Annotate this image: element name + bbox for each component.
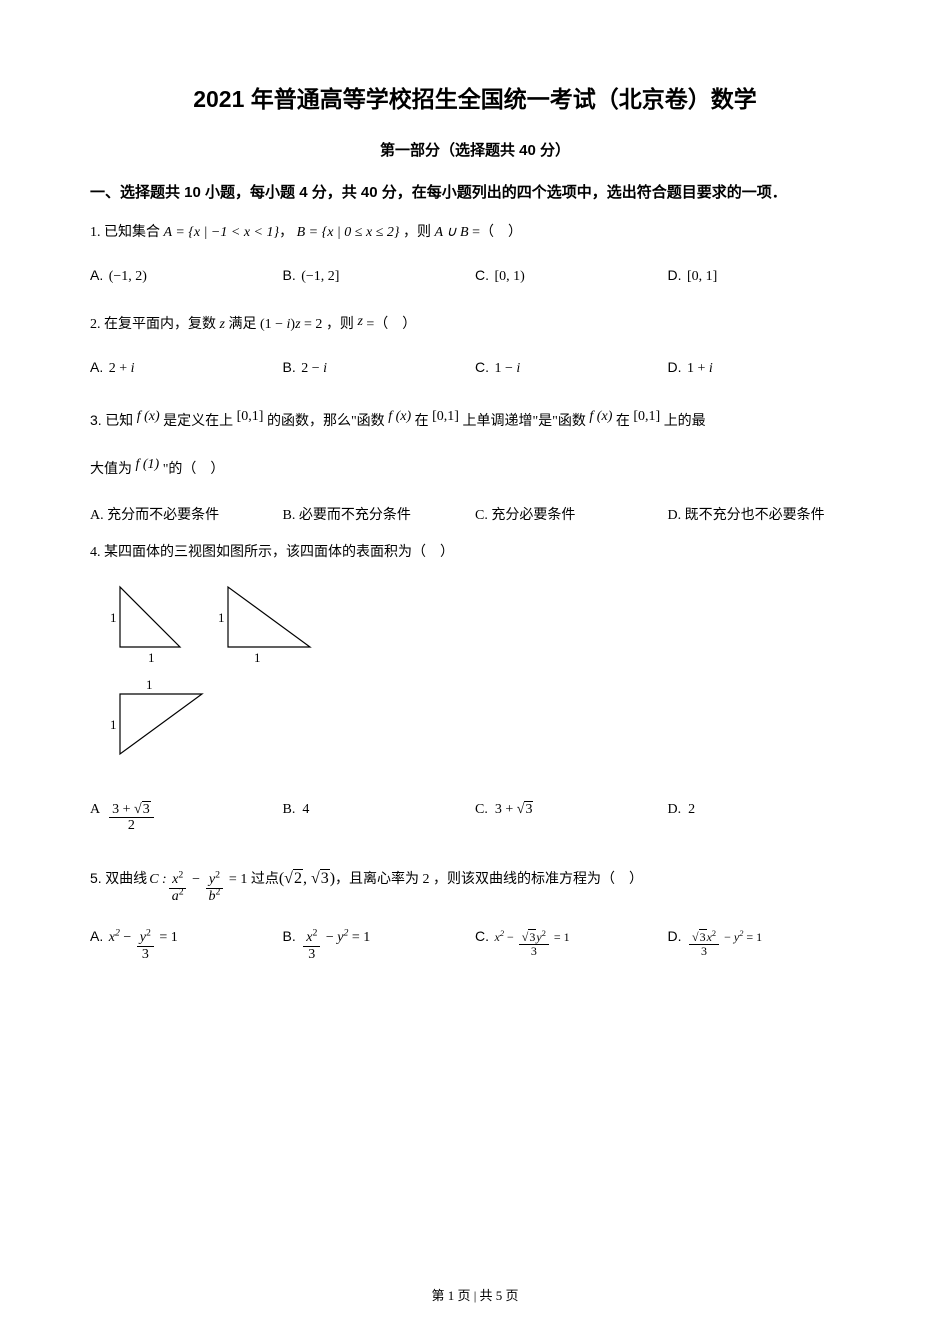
q5-options: A. x2 − y23 = 1 B. x23 − y2 = 1 C. x2 − … [90,928,860,962]
q4-options: A 3 + 3 2 B. 4 C. 3 + 3 D. 2 [90,802,860,834]
svg-text:1: 1 [110,717,117,732]
question-2: 2. 在复平面内，复数 z 满足 (1 − i)z = 2 ，则 z =（ ） [90,307,860,341]
question-3-line2: 大值为 f (1) "的（ ） [90,450,860,486]
q1-options: A. (−1, 2) B. (−1, 2] C. [0, 1) D. [0, 1… [90,267,860,285]
question-4: 4. 某四面体的三视图如图所示，该四面体的表面积为（ ） [90,538,860,569]
q2-suffix: ，则 z =（ ） [322,307,416,341]
q1-setA: A = {x | −1 < x < 1} [160,218,279,249]
q4-option-c: C. 3 + 3 [475,802,668,818]
q1-prefix: 1. 已知集合 [90,218,160,249]
section-heading: 一、选择题共 10 小题，每小题 4 分，共 40 分，在每小题列出的四个选项中… [90,178,860,208]
q2-option-c: C. 1 − i [475,359,668,377]
question-5: 5. 双曲线 C : x2 a2 − y2 b2 = 1 过点 (2, 3) ，… [90,861,860,904]
section-subtitle: 第一部分（选择题共 40 分） [90,139,860,160]
q2-mid: 满足 [228,310,256,341]
svg-text:1: 1 [218,610,225,625]
svg-text:1: 1 [148,650,155,665]
q3-option-d: D. 既不充分也不必要条件 [668,504,861,524]
q2-option-d: D. 1 + i [668,359,861,377]
q1-option-a: A. (−1, 2) [90,267,283,285]
page-footer: 第 1 页 | 共 5 页 [0,1285,950,1304]
exam-title: 2021 年普通高等学校招生全国统一考试（北京卷）数学 [90,80,860,114]
question-1: 1. 已知集合 A = {x | −1 < x < 1} ， B = {x | … [90,218,860,249]
q3-options: A. 充分而不必要条件 B. 必要而不充分条件 C. 充分必要条件 D. 既不充… [90,504,860,524]
q4-option-d: D. 2 [668,802,861,818]
q1-setB: B = {x | 0 ≤ x ≤ 2} [293,218,399,249]
q1-option-d: D. [0, 1] [668,267,861,285]
q1-suffix: ，则 A ∪ B =（ ） [399,218,522,249]
q4-option-a: A 3 + 3 2 [90,802,283,834]
svg-text:1: 1 [110,610,117,625]
q1-option-b: B. (−1, 2] [283,267,476,285]
q4-diagram: 1 1 1 1 1 1 [100,579,860,784]
q2-eq: (1 − i)z = 2 [256,310,322,341]
q1-option-c: C. [0, 1) [475,267,668,285]
q2-option-b: B. 2 − i [283,359,476,377]
q4-a-num: 3 + 3 [109,802,154,818]
svg-text:1: 1 [254,650,261,665]
three-view-diagram: 1 1 1 1 1 1 [100,579,340,779]
q3-option-a: A. 充分而不必要条件 [90,504,283,524]
q1-mid: ， [279,218,293,249]
q5-option-b: B. x23 − y2 = 1 [283,928,476,962]
q4-option-b: B. 4 [283,802,476,818]
svg-text:1: 1 [146,677,153,692]
q3-option-c: C. 充分必要条件 [475,504,668,524]
q5-option-a: A. x2 − y23 = 1 [90,928,283,962]
q5-option-c: C. x2 − 3y23 = 1 [475,928,668,958]
q2-prefix: 2. 在复平面内，复数 [90,310,216,341]
q2-options: A. 2 + i B. 2 − i C. 1 − i D. 1 + i [90,359,860,377]
question-3: 3. 已知 f (x) 是定义在上 [0,1] 的函数，那么"函数 f (x) … [90,399,860,440]
q3-option-b: B. 必要而不充分条件 [283,504,476,524]
q5-option-d: D. 3x23 − y2 = 1 [668,928,861,958]
q4-a-den: 2 [125,818,138,833]
q2-option-a: A. 2 + i [90,359,283,377]
